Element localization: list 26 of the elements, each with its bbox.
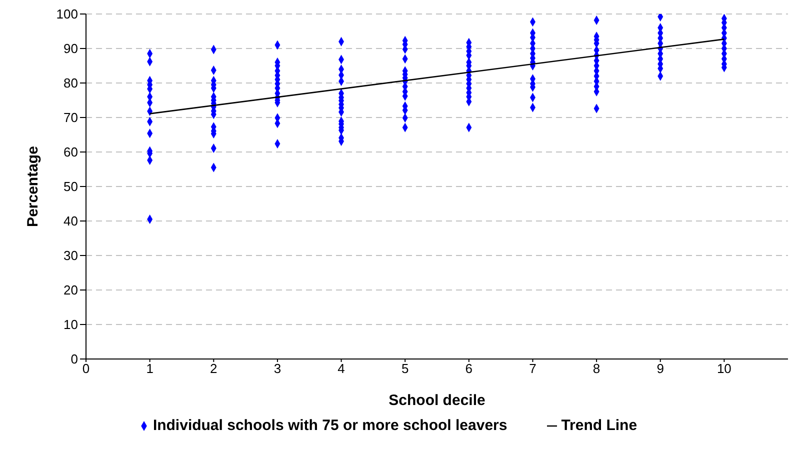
x-tick-label: 0 [82, 361, 90, 376]
x-tick-label: 10 [716, 361, 732, 376]
x-tick-label: 7 [529, 361, 536, 376]
y-tick-label: 40 [64, 214, 78, 229]
x-tick-label: 8 [592, 361, 600, 376]
y-tick-label: 0 [70, 352, 78, 367]
legend-label: Trend Line [561, 417, 638, 434]
x-axis-title: School decile [388, 392, 486, 409]
x-tick-label: 5 [401, 361, 409, 376]
x-tick-label: 6 [465, 361, 473, 376]
y-tick-label: 10 [64, 317, 78, 332]
y-axis-title: Percentage [24, 146, 42, 227]
y-tick-label: 60 [64, 144, 78, 160]
y-tick-label: 30 [64, 248, 78, 264]
y-tick-label: 100 [56, 6, 78, 22]
y-tick-label: 90 [64, 41, 78, 56]
x-tick-label: 1 [146, 361, 154, 376]
x-tick-label: 4 [338, 361, 345, 376]
legend-label: Individual schools with 75 or more school leavers [152, 417, 508, 434]
y-tick-label: 20 [64, 282, 78, 298]
y-tick-label: 80 [64, 76, 78, 91]
x-tick-label: 2 [210, 361, 218, 376]
x-tick-label: 9 [656, 361, 664, 376]
y-tick-label: 70 [64, 110, 78, 126]
y-tick-label: 50 [64, 179, 78, 194]
x-tick-label: 3 [274, 361, 282, 376]
